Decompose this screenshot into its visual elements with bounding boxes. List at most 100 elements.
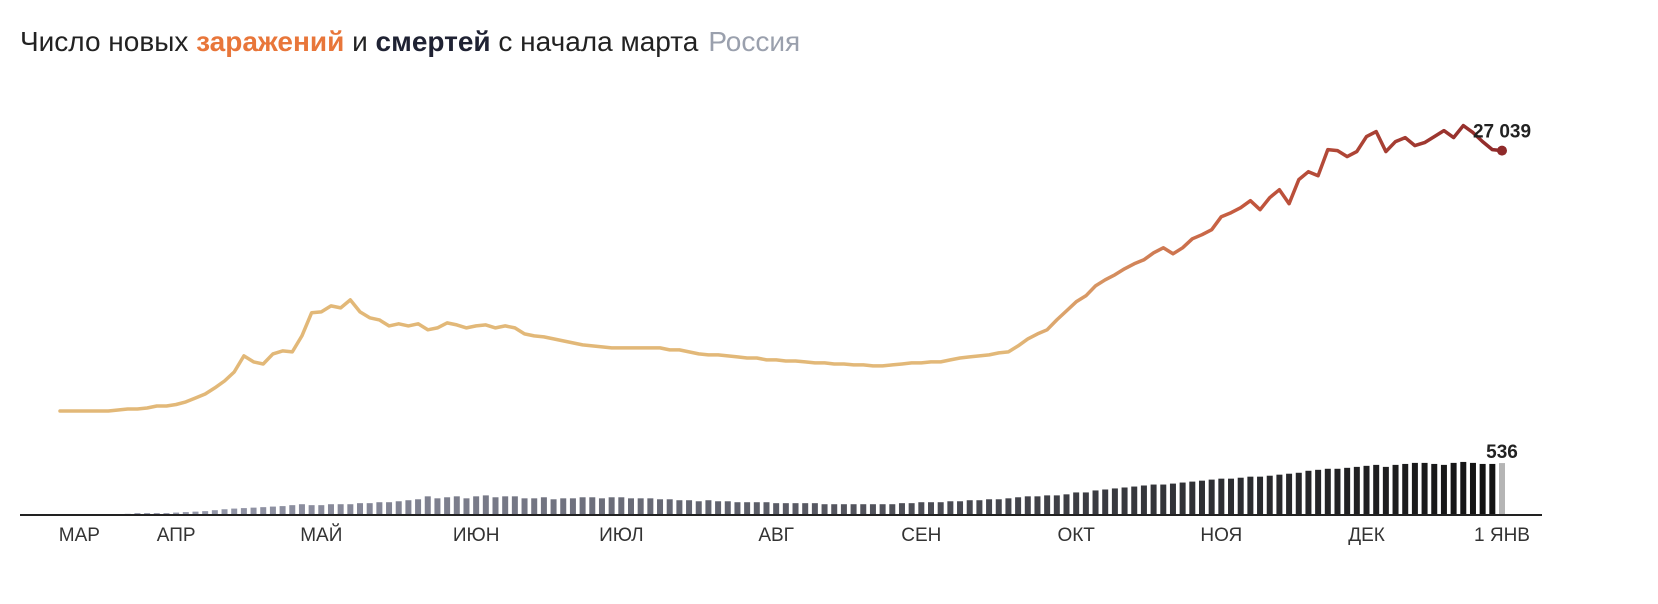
death-bar: [1315, 469, 1322, 514]
death-bar: [802, 503, 809, 514]
title-text: Число новых: [20, 26, 189, 57]
death-bar: [298, 504, 305, 514]
death-bar: [318, 505, 325, 514]
death-bar: [995, 499, 1002, 514]
death-bar: [763, 502, 770, 514]
death-bar: [415, 499, 422, 514]
death-bar: [366, 503, 373, 514]
death-bar: [579, 497, 586, 514]
death-bar: [986, 499, 993, 514]
death-bar: [1431, 463, 1438, 514]
death-bar: [715, 501, 722, 514]
death-bar: [492, 497, 499, 514]
end-dot: [1497, 145, 1507, 156]
death-bar: [134, 513, 141, 514]
death-bar: [1063, 494, 1070, 514]
death-bar: [386, 502, 393, 514]
death-bar: [1324, 468, 1331, 514]
death-bar: [966, 500, 973, 514]
death-bar: [618, 497, 625, 514]
death-bar: [1140, 485, 1147, 514]
death-bar: [444, 497, 451, 514]
x-tick-label: АПР: [157, 525, 196, 546]
death-bar: [831, 504, 838, 514]
death-bar: [327, 504, 334, 514]
death-bar: [482, 495, 489, 514]
death-bar: [1295, 472, 1302, 514]
death-bar: [1179, 482, 1186, 514]
death-bar: [1450, 462, 1457, 514]
death-bar: [395, 501, 402, 514]
death-bar: [376, 502, 383, 514]
death-bar: [1034, 496, 1041, 514]
death-bar: [347, 504, 354, 514]
death-bar: [1382, 466, 1389, 514]
death-bar: [473, 496, 480, 514]
death-bar: [1266, 475, 1273, 514]
death-bar: [792, 503, 799, 514]
death-bar: [144, 513, 151, 514]
death-bar: [1469, 462, 1476, 514]
death-bar: [753, 502, 760, 514]
death-bar: [860, 504, 867, 514]
death-bar: [840, 504, 847, 514]
value-label: 536: [1486, 442, 1518, 463]
death-bar: [231, 508, 238, 514]
death-bar: [1353, 466, 1360, 514]
death-bar: [773, 503, 780, 514]
x-tick-label: ИЮН: [453, 525, 500, 546]
death-bar: [1198, 480, 1205, 514]
death-bar: [918, 502, 925, 514]
death-bar: [357, 503, 364, 514]
death-bar: [1160, 484, 1167, 514]
death-bar: [1092, 490, 1099, 514]
death-bar: [279, 506, 286, 514]
death-bar: [1363, 465, 1370, 514]
death-bar: [1440, 464, 1447, 514]
death-bar: [502, 496, 509, 514]
death-bar: [811, 503, 818, 514]
x-tick-label: МАЙ: [300, 524, 342, 546]
death-bar: [1489, 463, 1496, 514]
death-bar: [666, 499, 673, 514]
death-bar: [1334, 468, 1341, 514]
subtitle: Россия: [708, 26, 801, 57]
x-tick-label: ОКТ: [1057, 525, 1095, 546]
death-bar: [821, 504, 828, 514]
chart-title: Число новых заражений и смертей с начала…: [20, 26, 800, 58]
death-bar: [569, 498, 576, 514]
legend-deaths: смертей: [375, 26, 491, 57]
death-bar: [1015, 497, 1022, 514]
death-bar: [1460, 461, 1467, 514]
death-bar: [724, 501, 731, 514]
death-bar: [869, 504, 876, 514]
death-bar: [511, 496, 518, 514]
death-bar: [1411, 462, 1418, 514]
death-bar: [695, 501, 702, 514]
death-bar: [1189, 481, 1196, 514]
death-bar: [211, 510, 218, 514]
x-tick-label: ДЕК: [1348, 525, 1385, 546]
death-bar: [676, 500, 683, 514]
death-bar: [424, 496, 431, 514]
death-bar: [1257, 476, 1264, 514]
death-bar: [647, 498, 654, 514]
death-bar: [173, 512, 180, 514]
title-text: с начала марта: [498, 26, 699, 57]
death-bar: [637, 498, 644, 514]
death-bar: [908, 503, 915, 514]
death-bar: [976, 500, 983, 514]
death-bar: [1024, 496, 1031, 514]
death-bar: [153, 513, 160, 514]
death-bar: [463, 498, 470, 514]
death-bar: [1053, 495, 1060, 514]
death-bar: [202, 511, 209, 514]
death-bar: [957, 501, 964, 514]
death-bar: [627, 498, 634, 514]
death-bar: [1044, 495, 1051, 514]
death-bar: [308, 505, 315, 514]
death-bar: [1479, 463, 1486, 514]
death-bar: [1169, 483, 1176, 514]
